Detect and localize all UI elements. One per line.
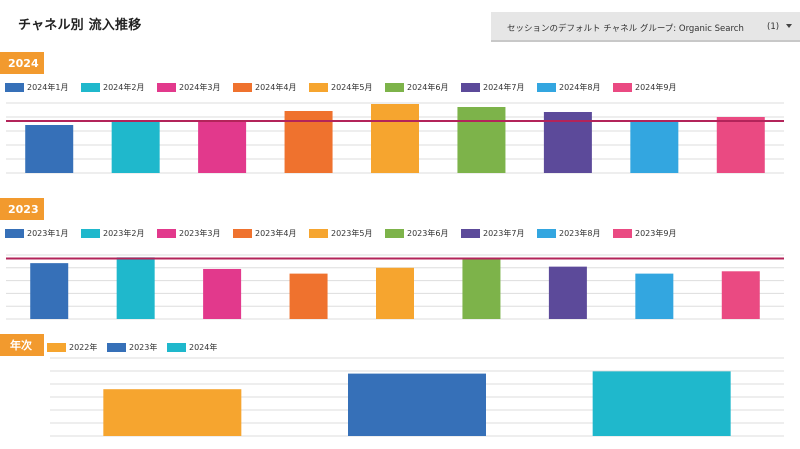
- filter-label: セッションのデフォルト チャネル グループ: Organic Search: [507, 24, 744, 34]
- legend-swatch: [167, 342, 186, 352]
- legend-label: 2023年8月: [559, 228, 601, 238]
- legend-swatch: [81, 82, 100, 92]
- legend-item[interactable]: 2023年9月: [613, 227, 676, 239]
- legend-swatch: [309, 82, 328, 92]
- legend-item[interactable]: 2023年5月: [309, 227, 372, 239]
- legend-swatch: [5, 82, 24, 92]
- legend-item[interactable]: 2024年5月: [309, 81, 372, 93]
- page-title: チャネル別 流入推移: [18, 18, 142, 33]
- legend-label: 2023年3月: [179, 228, 221, 238]
- bar-2022年[interactable]: [103, 389, 242, 436]
- legend-swatch: [613, 82, 632, 92]
- legend-item[interactable]: 2023年6月: [385, 227, 448, 239]
- legend-swatch: [157, 82, 176, 92]
- bar-2023年7月[interactable]: [548, 266, 587, 319]
- legend-label: 2023年1月: [27, 228, 69, 238]
- legend-swatch: [5, 228, 24, 238]
- legend-label: 2022年: [69, 342, 98, 352]
- bar-2024年5月[interactable]: [371, 104, 419, 173]
- legend-item[interactable]: 2023年7月: [461, 227, 524, 239]
- chart-2023: [6, 254, 784, 320]
- bar-2023年9月[interactable]: [721, 271, 760, 319]
- legend-label: 2024年8月: [559, 82, 601, 92]
- legend-item[interactable]: 2024年2月: [81, 81, 144, 93]
- legend-label: 2024年: [189, 342, 218, 352]
- legend-swatch: [107, 342, 126, 352]
- section-tag-2024: 2024: [0, 52, 44, 74]
- legend-item[interactable]: 2024年: [167, 341, 217, 353]
- chart-yearly: [50, 357, 784, 437]
- legend-swatch: [385, 228, 404, 238]
- legend-item[interactable]: 2023年3月: [157, 227, 220, 239]
- legend-label: 2024年7月: [483, 82, 525, 92]
- legend-swatch: [157, 228, 176, 238]
- legend-item[interactable]: 2023年2月: [81, 227, 144, 239]
- legend-label: 2023年: [129, 342, 158, 352]
- section-tag-2023: 2023: [0, 198, 44, 220]
- bar-2024年6月[interactable]: [457, 107, 506, 173]
- bar-2023年5月[interactable]: [376, 267, 414, 319]
- bar-2024年2月[interactable]: [111, 121, 160, 173]
- legend-swatch: [385, 82, 404, 92]
- legend-label: 2024年1月: [27, 82, 69, 92]
- legend-swatch: [233, 82, 252, 92]
- legend-item[interactable]: 2022年: [47, 341, 97, 353]
- legend-label: 2024年4月: [255, 82, 297, 92]
- legend-item[interactable]: 2023年4月: [233, 227, 296, 239]
- legend-label: 2023年5月: [331, 228, 373, 238]
- legend-swatch: [461, 228, 480, 238]
- bar-2024年[interactable]: [592, 371, 731, 436]
- legend-swatch: [537, 228, 556, 238]
- legend-swatch: [233, 228, 252, 238]
- bar-2024年9月[interactable]: [716, 117, 765, 173]
- legend-label: 2024年5月: [331, 82, 373, 92]
- legend-label: 2023年6月: [407, 228, 449, 238]
- filter-count: (1): [767, 22, 780, 32]
- bar-2024年3月[interactable]: [198, 122, 247, 173]
- bar-2023年4月[interactable]: [289, 273, 328, 319]
- legend-label: 2023年7月: [483, 228, 525, 238]
- legend-label: 2024年2月: [103, 82, 145, 92]
- legend-item[interactable]: 2023年: [107, 341, 157, 353]
- legend-item[interactable]: 2024年8月: [537, 81, 600, 93]
- bar-2023年8月[interactable]: [635, 273, 674, 319]
- legend-item[interactable]: 2024年9月: [613, 81, 676, 93]
- bar-2024年7月[interactable]: [543, 112, 592, 173]
- legend-item[interactable]: 2024年3月: [157, 81, 220, 93]
- section-tag-yearly: 年次: [0, 334, 44, 356]
- legend-item[interactable]: 2024年7月: [461, 81, 524, 93]
- legend-swatch: [81, 228, 100, 238]
- legend-swatch: [309, 228, 328, 238]
- legend-label: 2023年4月: [255, 228, 297, 238]
- bar-2023年3月[interactable]: [203, 268, 242, 319]
- channel-filter-dropdown[interactable]: セッションのデフォルト チャネル グループ: Organic Search (1…: [491, 12, 800, 42]
- legend-label: 2023年2月: [103, 228, 145, 238]
- chart-2024: [6, 102, 784, 174]
- legend-label: 2023年9月: [635, 228, 677, 238]
- legend-item[interactable]: 2024年1月: [5, 81, 68, 93]
- bar-2023年2月[interactable]: [116, 257, 155, 319]
- legend-item[interactable]: 2023年1月: [5, 227, 68, 239]
- bar-2024年8月[interactable]: [630, 122, 679, 173]
- bar-2023年1月[interactable]: [30, 263, 69, 319]
- legend-swatch: [613, 228, 632, 238]
- bar-2023年6月[interactable]: [462, 258, 501, 319]
- legend-item[interactable]: 2024年4月: [233, 81, 296, 93]
- legend-item[interactable]: 2023年8月: [537, 227, 600, 239]
- legend-label: 2024年9月: [635, 82, 677, 92]
- legend-swatch: [537, 82, 556, 92]
- legend-label: 2024年3月: [179, 82, 221, 92]
- legend-swatch: [461, 82, 480, 92]
- chevron-down-icon[interactable]: [786, 24, 792, 28]
- bar-2023年[interactable]: [348, 373, 486, 436]
- legend-swatch: [47, 342, 66, 352]
- legend-label: 2024年6月: [407, 82, 449, 92]
- legend-item[interactable]: 2024年6月: [385, 81, 448, 93]
- bar-2024年1月[interactable]: [25, 125, 74, 173]
